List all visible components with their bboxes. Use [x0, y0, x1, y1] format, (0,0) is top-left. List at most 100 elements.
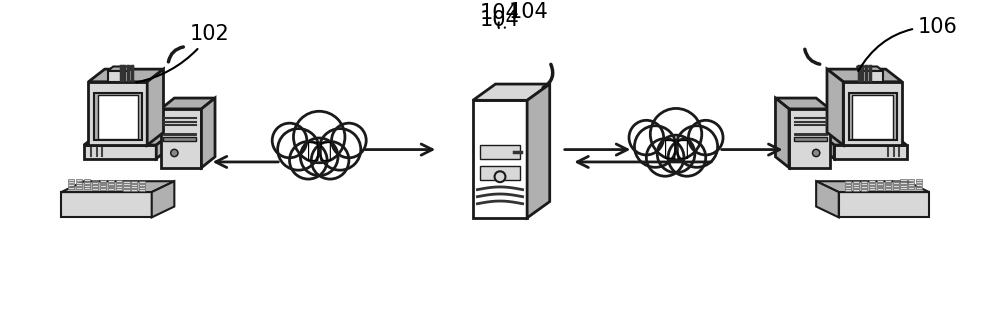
Polygon shape: [908, 182, 914, 184]
Polygon shape: [480, 166, 520, 180]
Polygon shape: [834, 145, 907, 159]
Polygon shape: [116, 180, 122, 182]
Circle shape: [813, 149, 820, 157]
Polygon shape: [821, 135, 834, 159]
Polygon shape: [161, 109, 201, 168]
Polygon shape: [163, 133, 196, 135]
Polygon shape: [845, 181, 851, 183]
Polygon shape: [885, 188, 891, 190]
Circle shape: [668, 139, 706, 176]
Circle shape: [650, 109, 702, 160]
Polygon shape: [161, 98, 215, 109]
Polygon shape: [123, 181, 130, 182]
Circle shape: [272, 123, 307, 158]
Circle shape: [332, 123, 366, 158]
Circle shape: [646, 139, 684, 176]
Circle shape: [319, 129, 361, 170]
Polygon shape: [908, 184, 914, 186]
Polygon shape: [473, 84, 550, 100]
Polygon shape: [108, 66, 134, 71]
Text: 网络: 网络: [664, 139, 689, 159]
Circle shape: [293, 111, 345, 163]
Polygon shape: [816, 181, 839, 217]
Polygon shape: [116, 183, 122, 185]
Polygon shape: [201, 98, 215, 168]
Polygon shape: [473, 100, 527, 218]
Polygon shape: [88, 69, 163, 82]
Polygon shape: [116, 188, 122, 190]
Polygon shape: [849, 93, 897, 140]
Polygon shape: [908, 187, 914, 189]
Polygon shape: [92, 182, 98, 184]
Circle shape: [495, 171, 505, 182]
Polygon shape: [84, 182, 90, 184]
Polygon shape: [861, 183, 867, 185]
Polygon shape: [108, 180, 114, 182]
Polygon shape: [139, 189, 145, 191]
Polygon shape: [147, 69, 163, 145]
Polygon shape: [843, 82, 902, 145]
Polygon shape: [852, 95, 893, 139]
Circle shape: [278, 129, 319, 170]
Circle shape: [629, 120, 664, 155]
Polygon shape: [893, 188, 899, 190]
Polygon shape: [108, 183, 114, 185]
Polygon shape: [131, 186, 137, 188]
Polygon shape: [156, 135, 169, 159]
Polygon shape: [68, 181, 74, 183]
Circle shape: [657, 135, 695, 173]
Polygon shape: [131, 189, 137, 191]
Polygon shape: [98, 95, 138, 139]
Circle shape: [688, 120, 723, 155]
Polygon shape: [775, 98, 789, 168]
Text: 106: 106: [858, 17, 958, 71]
Text: 网络: 网络: [307, 142, 332, 162]
Polygon shape: [61, 192, 152, 217]
Polygon shape: [839, 192, 929, 217]
Polygon shape: [893, 185, 899, 187]
Polygon shape: [853, 189, 859, 191]
Polygon shape: [877, 188, 883, 190]
Polygon shape: [68, 179, 74, 181]
Polygon shape: [869, 183, 875, 185]
Circle shape: [300, 138, 338, 176]
Polygon shape: [869, 180, 875, 182]
Polygon shape: [900, 182, 907, 184]
Polygon shape: [76, 184, 82, 186]
Polygon shape: [862, 71, 883, 82]
Polygon shape: [76, 187, 82, 189]
Polygon shape: [61, 181, 174, 192]
Circle shape: [676, 126, 718, 167]
Polygon shape: [139, 184, 145, 186]
Polygon shape: [139, 181, 145, 183]
Polygon shape: [94, 93, 142, 140]
Polygon shape: [84, 185, 90, 187]
Polygon shape: [84, 145, 156, 159]
Polygon shape: [827, 69, 843, 145]
Polygon shape: [480, 145, 520, 159]
Polygon shape: [131, 181, 137, 183]
Polygon shape: [885, 185, 891, 187]
Polygon shape: [916, 184, 922, 186]
Polygon shape: [76, 179, 82, 181]
Polygon shape: [816, 181, 929, 192]
Polygon shape: [827, 69, 902, 82]
Polygon shape: [861, 186, 867, 188]
Polygon shape: [88, 82, 147, 145]
Polygon shape: [789, 109, 830, 168]
Polygon shape: [853, 183, 859, 185]
Polygon shape: [123, 183, 130, 185]
Polygon shape: [885, 180, 891, 182]
Polygon shape: [916, 187, 922, 189]
Polygon shape: [84, 135, 169, 145]
Polygon shape: [908, 179, 914, 181]
Polygon shape: [853, 186, 859, 188]
Polygon shape: [92, 188, 98, 190]
Text: 104: 104: [505, 2, 548, 28]
Polygon shape: [845, 187, 851, 189]
Polygon shape: [845, 189, 851, 191]
Polygon shape: [100, 185, 106, 187]
Polygon shape: [861, 181, 867, 182]
Polygon shape: [794, 133, 827, 135]
Polygon shape: [900, 187, 907, 189]
